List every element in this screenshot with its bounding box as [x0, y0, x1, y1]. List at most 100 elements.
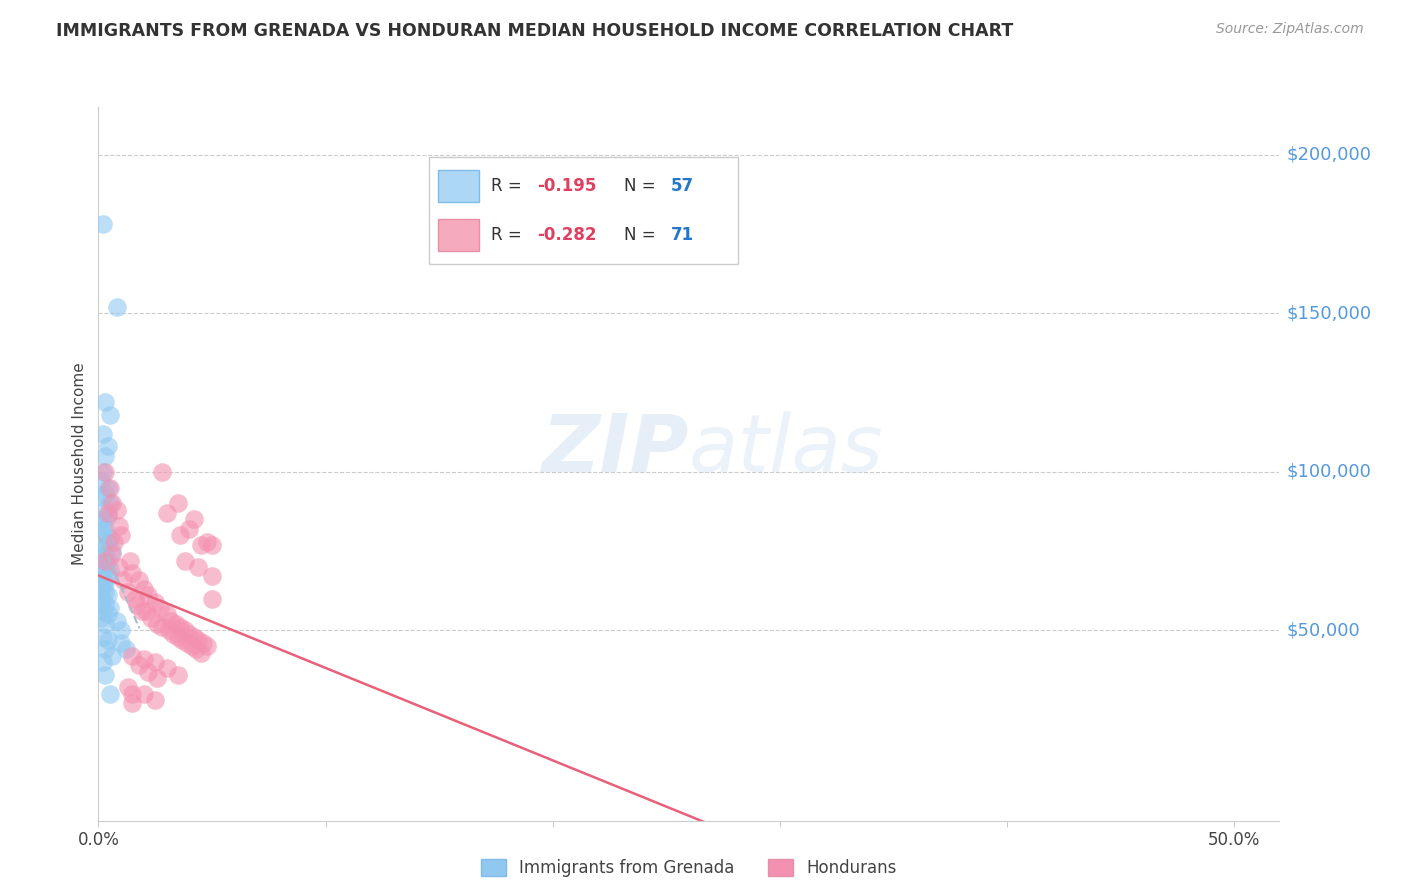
- Point: [94, 617, 117, 632]
- Point: [114, 642, 136, 657]
- Point: [197, 534, 219, 549]
- Point: [96, 534, 118, 549]
- Point: [184, 642, 207, 657]
- Point: [169, 620, 191, 634]
- Point: [90, 582, 112, 596]
- Point: [173, 553, 195, 567]
- Point: [155, 607, 177, 622]
- Point: [94, 538, 117, 552]
- Point: [146, 617, 169, 632]
- Point: [155, 506, 177, 520]
- Point: [176, 636, 198, 650]
- Text: Source: ZipAtlas.com: Source: ZipAtlas.com: [1216, 22, 1364, 37]
- Point: [94, 585, 117, 599]
- Point: [91, 566, 114, 581]
- Point: [91, 541, 114, 555]
- Point: [121, 696, 143, 710]
- Point: [96, 589, 118, 603]
- Text: atlas: atlas: [689, 410, 884, 489]
- Point: [132, 582, 155, 596]
- Text: 57: 57: [671, 177, 693, 194]
- Point: [187, 560, 209, 574]
- Point: [201, 569, 224, 583]
- Point: [121, 648, 143, 663]
- Point: [169, 528, 191, 542]
- Text: $50,000: $50,000: [1286, 622, 1360, 640]
- Text: $100,000: $100,000: [1286, 463, 1371, 481]
- Point: [94, 547, 117, 561]
- Point: [124, 591, 146, 606]
- Point: [105, 300, 128, 314]
- Point: [121, 566, 143, 581]
- Point: [96, 632, 118, 647]
- Text: ZIP: ZIP: [541, 410, 689, 489]
- Point: [103, 534, 125, 549]
- Point: [96, 439, 118, 453]
- Point: [187, 632, 209, 647]
- Point: [98, 532, 121, 546]
- Point: [201, 591, 224, 606]
- Point: [90, 475, 112, 489]
- Point: [96, 481, 118, 495]
- Point: [94, 503, 117, 517]
- Point: [190, 538, 212, 552]
- Point: [191, 636, 214, 650]
- Point: [179, 522, 201, 536]
- Point: [132, 687, 155, 701]
- Point: [91, 512, 114, 526]
- Point: [105, 503, 128, 517]
- Point: [180, 639, 202, 653]
- Point: [91, 528, 114, 542]
- Point: [96, 569, 118, 583]
- Point: [162, 626, 184, 640]
- Point: [117, 585, 139, 599]
- Point: [98, 481, 121, 495]
- Point: [98, 601, 121, 615]
- Point: [94, 598, 117, 612]
- Point: [94, 642, 117, 657]
- Point: [132, 652, 155, 666]
- Point: [91, 604, 114, 618]
- Point: [172, 632, 194, 647]
- Point: [143, 595, 166, 609]
- Point: [91, 655, 114, 669]
- Point: [125, 598, 148, 612]
- Text: -0.195: -0.195: [537, 177, 596, 194]
- Y-axis label: Median Household Income: Median Household Income: [72, 362, 87, 566]
- Point: [167, 667, 190, 681]
- Point: [108, 560, 131, 574]
- Point: [167, 496, 190, 510]
- Text: R =: R =: [491, 227, 527, 244]
- Point: [94, 449, 117, 463]
- Point: [96, 506, 118, 520]
- Point: [110, 636, 132, 650]
- Point: [101, 544, 124, 558]
- Point: [91, 490, 114, 504]
- Point: [90, 518, 112, 533]
- Point: [91, 426, 114, 441]
- Legend: Immigrants from Grenada, Hondurans: Immigrants from Grenada, Hondurans: [474, 852, 904, 884]
- Point: [146, 671, 169, 685]
- Point: [110, 528, 132, 542]
- Point: [94, 560, 117, 574]
- Point: [120, 553, 142, 567]
- Point: [150, 620, 173, 634]
- Text: $200,000: $200,000: [1286, 145, 1371, 163]
- Point: [90, 595, 112, 609]
- Bar: [439, 219, 478, 252]
- Point: [197, 639, 219, 653]
- Point: [90, 573, 112, 587]
- Point: [98, 496, 121, 510]
- Point: [101, 496, 124, 510]
- Bar: [439, 169, 478, 202]
- Point: [94, 395, 117, 409]
- Point: [117, 681, 139, 695]
- Point: [101, 547, 124, 561]
- Point: [91, 218, 114, 232]
- Point: [155, 661, 177, 675]
- Text: IMMIGRANTS FROM GRENADA VS HONDURAN MEDIAN HOUSEHOLD INCOME CORRELATION CHART: IMMIGRANTS FROM GRENADA VS HONDURAN MEDI…: [56, 22, 1014, 40]
- Text: $150,000: $150,000: [1286, 304, 1372, 322]
- Text: N =: N =: [624, 227, 661, 244]
- Point: [96, 509, 118, 524]
- Point: [108, 518, 131, 533]
